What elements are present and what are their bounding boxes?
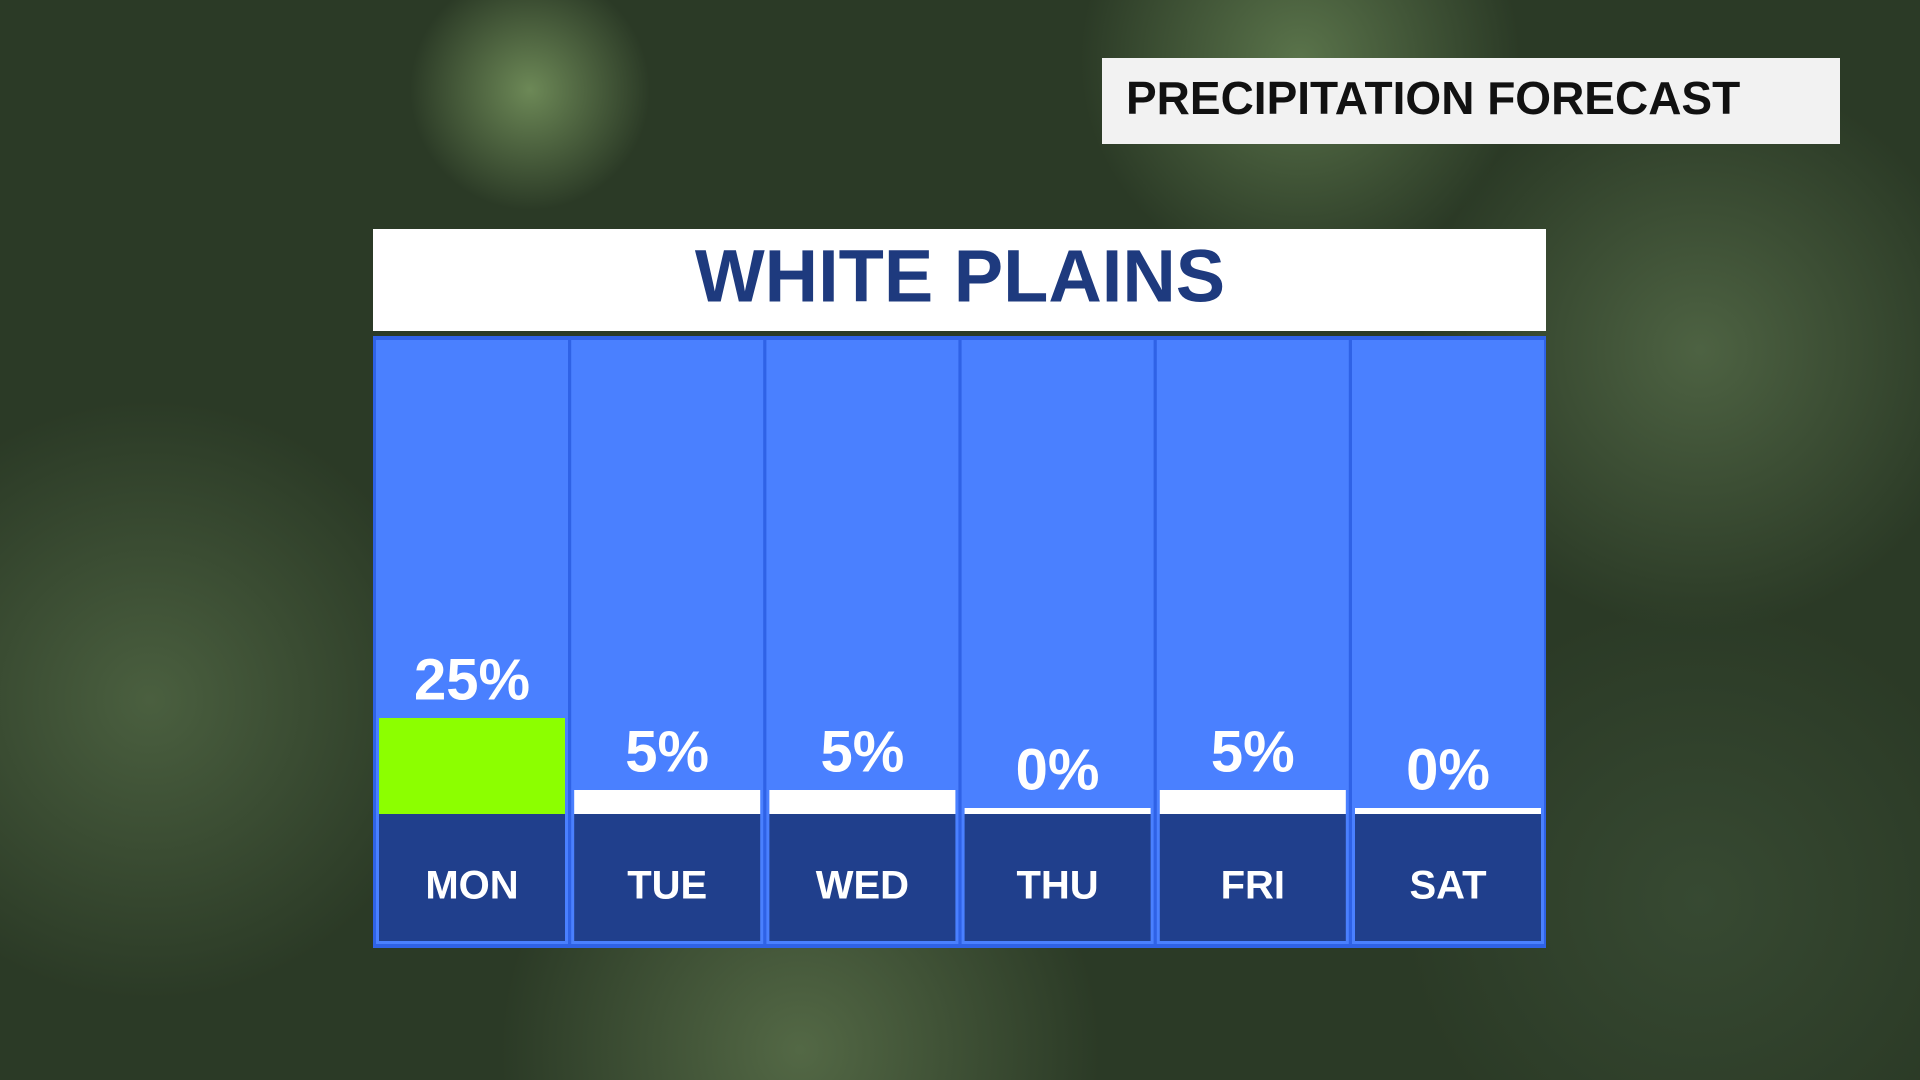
x-tick-label: FRI — [1221, 864, 1285, 908]
value-label: 5% — [820, 719, 904, 784]
day-band — [769, 814, 956, 941]
day-band — [1355, 814, 1541, 941]
value-label: 0% — [1016, 737, 1100, 802]
x-tick-label: TUE — [627, 864, 707, 908]
bar — [379, 718, 565, 814]
bar — [769, 790, 956, 814]
day-band — [964, 814, 1151, 941]
subtitle-box — [373, 229, 1546, 331]
x-tick-label: SAT — [1409, 864, 1486, 908]
value-label: 5% — [625, 719, 709, 784]
chart-subtitle: WHITE PLAINS — [695, 235, 1225, 318]
chart-title: PRECIPITATION FORECAST — [1126, 72, 1740, 124]
value-label: 5% — [1211, 719, 1295, 784]
x-tick-label: MON — [425, 864, 518, 908]
day-band — [574, 814, 761, 941]
bar — [964, 808, 1151, 814]
day-band — [379, 814, 565, 941]
value-label: 0% — [1406, 737, 1490, 802]
title-box — [1102, 58, 1840, 144]
bar — [1159, 790, 1346, 814]
x-tick-label: WED — [816, 864, 909, 908]
bar — [574, 790, 761, 814]
value-label: 25% — [414, 647, 530, 712]
day-band — [1159, 814, 1346, 941]
x-tick-label: THU — [1016, 864, 1098, 908]
bar — [1355, 808, 1541, 814]
panel — [373, 336, 1546, 948]
